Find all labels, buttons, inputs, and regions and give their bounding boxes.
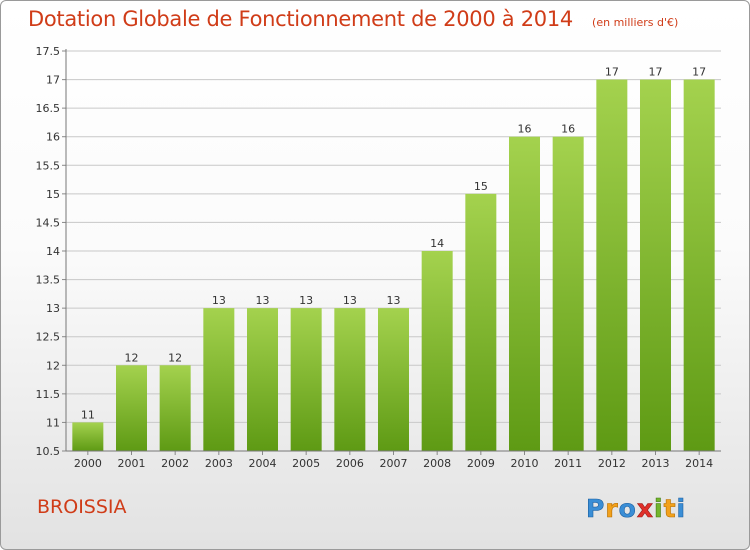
bar: [509, 136, 540, 451]
y-tick-label: 17: [46, 74, 60, 87]
bar-value-label: 11: [81, 408, 95, 421]
y-tick-label: 16.5: [36, 102, 61, 115]
bar: [290, 308, 322, 451]
x-tick-label: 2005: [292, 457, 320, 470]
svg-text:Proxiti: Proxiti: [586, 494, 686, 523]
bar: [552, 136, 584, 451]
y-tick-label: 11: [46, 416, 60, 429]
y-tick-label: 14.5: [36, 216, 61, 229]
bar: [683, 79, 715, 452]
x-tick-label: 2006: [336, 457, 364, 470]
x-tick-label: 2004: [249, 457, 277, 470]
x-tick-label: 2014: [685, 457, 713, 470]
bar: [465, 193, 497, 451]
bar: [247, 308, 278, 451]
x-tick-label: 2011: [554, 457, 582, 470]
commune-name: BROISSIA: [37, 496, 127, 518]
x-tick-label: 2010: [511, 457, 539, 470]
x-tick-label: 2008: [423, 457, 451, 470]
y-tick-label: 13: [46, 302, 60, 315]
bar: [203, 308, 235, 451]
x-tick-label: 2000: [74, 457, 102, 470]
bar-value-label: 17: [605, 66, 619, 79]
y-tick-label: 10.5: [36, 445, 61, 458]
bar-value-label: 15: [474, 180, 488, 193]
y-tick-label: 12.5: [36, 331, 61, 344]
bar-value-label: 12: [168, 351, 182, 364]
bars: 11 12 12 13 13 13 13 13 14 15 16 16 17 17 17: [72, 66, 715, 452]
bar: [159, 365, 191, 451]
x-tick-label: 2003: [205, 457, 233, 470]
y-tick-label: 11.5: [36, 388, 61, 401]
bar: [72, 422, 104, 451]
x-tick-label: 2007: [380, 457, 408, 470]
y-tick-label: 12: [46, 359, 60, 372]
bar: [596, 79, 628, 452]
bar-value-label: 13: [212, 294, 226, 307]
bar: [378, 308, 409, 451]
bar-value-label: 13: [343, 294, 357, 307]
axes: 10.5 11 11.5 12 12.5 13 13.5 14 14.5 15 15.5 16 16.5…: [36, 45, 721, 470]
bar: [116, 365, 147, 451]
bar-value-label: 17: [649, 66, 663, 79]
bar-value-label: 14: [430, 237, 444, 250]
y-tick-label: 15.5: [36, 159, 61, 172]
bar-value-label: 12: [125, 351, 139, 364]
bar: [421, 251, 453, 451]
y-tick-label: 15: [46, 188, 60, 201]
chart-title: Dotation Globale de Fonctionnement de 20…: [28, 7, 678, 31]
x-tick-label: 2013: [642, 457, 670, 470]
x-tick-label: 2012: [598, 457, 626, 470]
y-tick-label: 14: [46, 245, 60, 258]
x-tick-label: 2001: [118, 457, 146, 470]
chart-unit: (en milliers d'€): [592, 16, 679, 29]
bar: [640, 79, 671, 452]
proxiti-logo: Proxiti: [586, 494, 686, 524]
x-tick-label: 2002: [161, 457, 189, 470]
bar-value-label: 13: [387, 294, 401, 307]
bar-value-label: 16: [561, 123, 575, 136]
bar-value-label: 17: [692, 66, 706, 79]
bar: [334, 308, 366, 451]
x-tick-label: 2009: [467, 457, 495, 470]
y-tick-label: 17.5: [36, 45, 61, 58]
chart-title-text: Dotation Globale de Fonctionnement de 20…: [28, 7, 573, 31]
y-tick-label: 13.5: [36, 274, 61, 287]
y-tick-label: 16: [46, 131, 60, 144]
bar-value-label: 16: [518, 123, 532, 136]
bar-value-label: 13: [256, 294, 270, 307]
bar-value-label: 13: [299, 294, 313, 307]
